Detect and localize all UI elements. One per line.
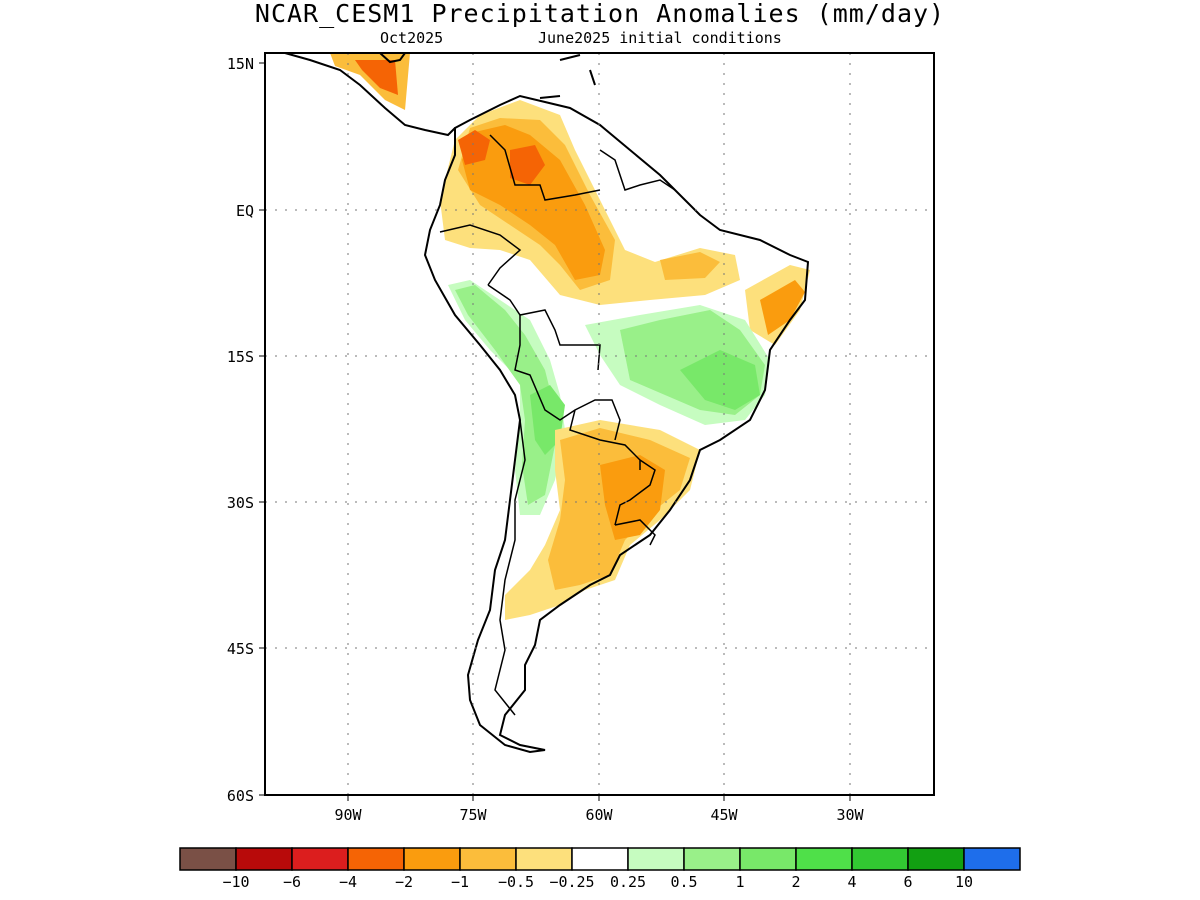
colorbar-swatches xyxy=(179,847,1021,871)
colorbar-swatch xyxy=(179,847,237,871)
country-borders xyxy=(439,134,676,716)
caribbean-islands xyxy=(539,54,596,99)
central-america-outline xyxy=(284,53,456,137)
colorbar-label: 6 xyxy=(903,873,912,891)
colorbar-labels: −10 −6 −4 −2 −1 −0.5 −0.25 0.25 0.5 1 2 4 6 10 xyxy=(222,873,973,891)
anomaly-dry-central-america-core xyxy=(355,60,398,95)
lat-label-60s: 60S xyxy=(227,787,254,805)
border-colombia-peru xyxy=(439,224,522,286)
colorbar-swatch xyxy=(291,847,349,871)
anomaly-dry-venezuela xyxy=(458,130,490,165)
colorbar-swatch xyxy=(907,847,965,871)
initial-conditions: June2025 initial conditions xyxy=(538,29,782,47)
colorbar-swatch xyxy=(347,847,405,871)
colorbar-swatch xyxy=(459,847,517,871)
lat-label-15s: 15S xyxy=(227,348,254,366)
colorbar-swatch xyxy=(235,847,293,871)
colorbar-swatch xyxy=(851,847,909,871)
lon-axis xyxy=(347,795,851,801)
colorbar-swatch xyxy=(963,847,1021,871)
colorbar-label: −4 xyxy=(339,873,357,891)
lon-label-45w: 45W xyxy=(710,806,738,824)
anomaly-dry-northeast-core xyxy=(760,280,805,335)
lat-axis xyxy=(259,62,265,796)
anomaly-dry-venezuela-2 xyxy=(510,145,545,185)
border-peru-brazil xyxy=(487,284,601,371)
colorbar-label: −6 xyxy=(283,873,301,891)
colorbar-label: −1 xyxy=(451,873,469,891)
lon-label-60w: 60W xyxy=(585,806,613,824)
lon-label-75w: 75W xyxy=(459,806,487,824)
anomaly-wet-brazil-strong xyxy=(680,350,760,410)
south-america-outline xyxy=(423,94,810,754)
border-argentina-brazil xyxy=(614,459,656,526)
border-bolivia xyxy=(514,315,621,441)
graticule xyxy=(265,53,934,795)
border-colombia-venezuela xyxy=(489,134,601,201)
yucatan-coast xyxy=(379,53,406,64)
colorbar-label: 10 xyxy=(955,873,973,891)
lat-label-15n: 15N xyxy=(227,55,254,73)
colorbar-label: −2 xyxy=(395,873,413,891)
colorbar-label: 1 xyxy=(735,873,744,891)
lon-label-30w: 30W xyxy=(836,806,864,824)
colorbar-swatch xyxy=(515,847,573,871)
lat-label-eq: EQ xyxy=(236,202,254,220)
colorbar-label: 2 xyxy=(791,873,800,891)
lon-label-90w: 90W xyxy=(334,806,362,824)
colorbar-swatch xyxy=(403,847,461,871)
forecast-month: Oct2025 xyxy=(380,29,444,47)
colorbar-label: −0.5 xyxy=(498,873,534,891)
border-chile-argentina xyxy=(494,419,526,716)
colorbar-label: −10 xyxy=(222,873,249,891)
colorbar-swatch xyxy=(627,847,685,871)
colorbar-swatch xyxy=(795,847,853,871)
anomaly-field xyxy=(330,53,810,620)
anomaly-dry-amazon-east xyxy=(660,252,720,280)
anomaly-wet-andes-core xyxy=(455,285,555,505)
colorbar-swatch xyxy=(683,847,741,871)
colorbar-label: 4 xyxy=(847,873,856,891)
border-guianas xyxy=(599,149,676,191)
border-paraguay xyxy=(569,409,641,470)
lat-label-30s: 30S xyxy=(227,494,254,512)
colorbar-label: −0.25 xyxy=(549,873,594,891)
map-title: NCAR_CESM1 Precipitation Anomalies (mm/d… xyxy=(254,0,946,28)
border-uruguay xyxy=(614,519,656,546)
anomaly-dry-north-strong xyxy=(462,125,605,280)
colorbar-swatch xyxy=(571,847,629,871)
lat-label-45s: 45S xyxy=(227,640,254,658)
colorbar-swatch xyxy=(739,847,797,871)
coastlines xyxy=(284,53,810,754)
colorbar-label: 0.25 xyxy=(610,873,646,891)
colorbar-label: 0.5 xyxy=(670,873,697,891)
